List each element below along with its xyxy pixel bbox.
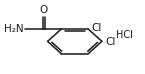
Text: Cl: Cl (92, 23, 102, 33)
Text: HCl: HCl (116, 30, 133, 40)
Text: Cl: Cl (105, 37, 116, 47)
Text: O: O (40, 5, 48, 15)
Text: H₂N: H₂N (4, 24, 24, 34)
